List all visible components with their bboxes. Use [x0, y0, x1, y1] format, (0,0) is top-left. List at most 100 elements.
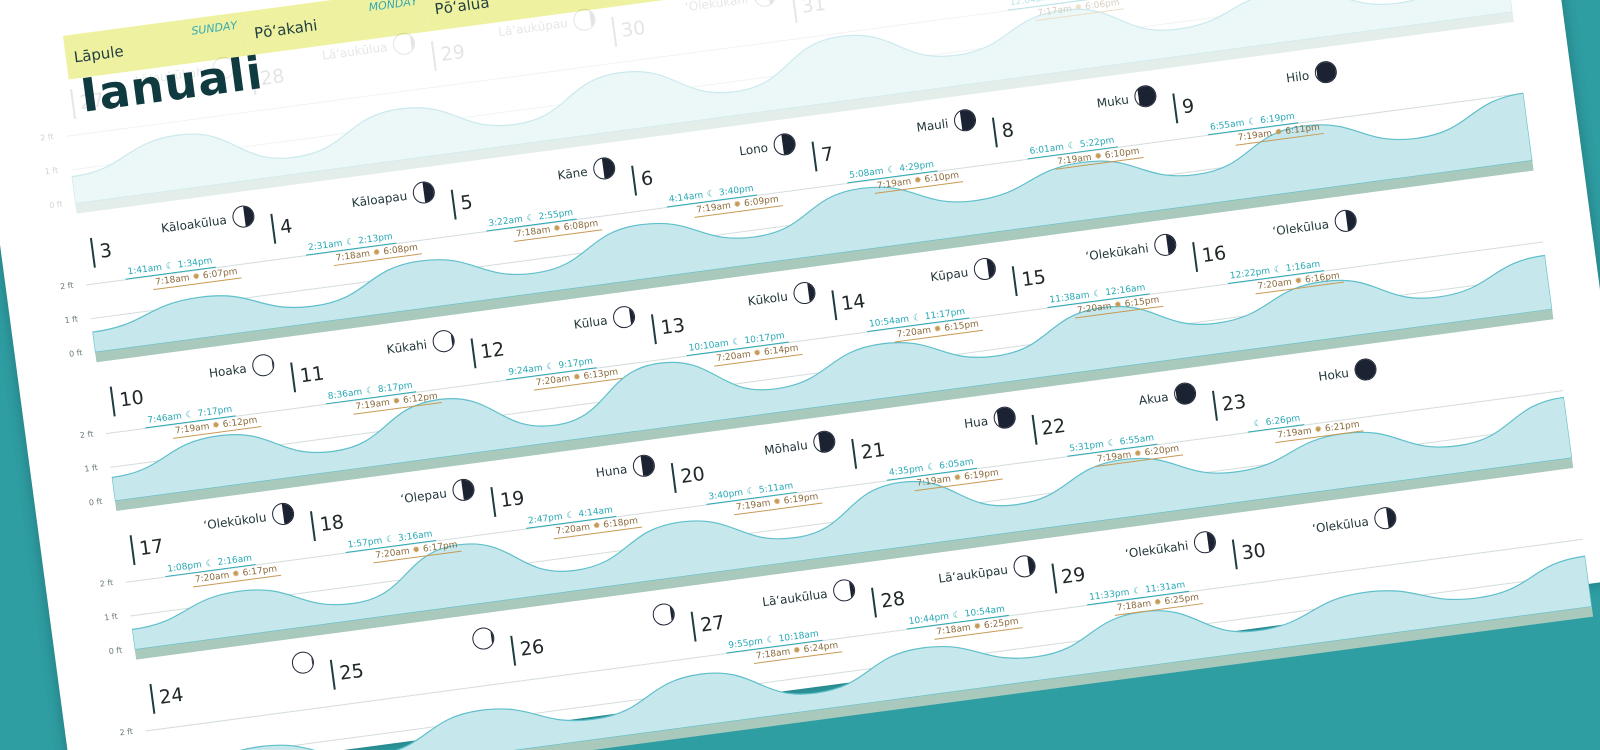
tide-time-second: 6:05am: [938, 457, 975, 472]
tide-chart: [66, 0, 1514, 214]
moon-phase-name: ʻOlekūkahi: [684, 0, 749, 15]
moon-phase-name: ʻOlekūkolu: [202, 510, 268, 533]
tide-time-first: [1249, 420, 1250, 430]
moon-phase-icon: [1333, 208, 1359, 234]
tide-chart: [125, 390, 1574, 660]
moon-phase-icon: [1012, 553, 1037, 579]
crescent-moon-icon: ☾: [912, 312, 922, 324]
moon-shadow: [409, 32, 416, 53]
tide-scale-label: 2 ft: [79, 429, 94, 441]
moon-shadow: [986, 257, 997, 279]
sunset-time: 6:19pm: [783, 492, 819, 507]
tide-time-second: 3:40pm: [718, 183, 755, 199]
weekday-hawaiian: Pōʻalua: [433, 0, 491, 19]
sun-icon: ✹: [372, 247, 382, 259]
moon-phase-name: Mōhalu: [763, 438, 809, 458]
sunset-time: 6:06pm: [1084, 0, 1121, 13]
crescent-moon-icon: ☾: [165, 261, 175, 273]
tide-time-first: 11:38am: [1048, 290, 1091, 306]
sunrise-time: 7:20am: [896, 325, 932, 341]
sunset-time: 6:10pm: [1104, 146, 1141, 162]
day-number: 14: [839, 290, 867, 316]
sun-icon: ✹: [953, 472, 963, 484]
tide-time-second: 5:22pm: [1079, 135, 1115, 151]
moon-phase-icon: [831, 578, 857, 603]
moon-phase-icon: [1152, 232, 1178, 258]
sunrise-time: 7:19am: [916, 474, 952, 489]
tide-time-second: 11:31am: [1144, 580, 1186, 596]
weekday-hawaiian: Lāpule: [72, 42, 125, 67]
tide-time-second: 6:55am: [1119, 433, 1155, 448]
tide-scale-label: 1 ft: [83, 463, 99, 474]
tide-time-second: 10:54am: [964, 604, 1006, 620]
sun-icon: ✹: [772, 497, 782, 508]
moon-phase-icon: [631, 453, 657, 479]
sunrise-time: 7:19am: [174, 421, 211, 437]
moon-shadow: [310, 651, 315, 672]
moon-shadow: [450, 329, 455, 351]
moon-phase-name: Lono: [738, 140, 769, 159]
tide-baseline-band: [154, 606, 1594, 750]
tide-time-first: 7:46am: [146, 411, 183, 426]
tide-wave: [151, 555, 1593, 750]
moon-phase-icon: [811, 429, 837, 455]
moon-phase-icon: [391, 31, 417, 57]
sunset-time: 6:25pm: [1163, 592, 1200, 608]
crescent-moon-icon: ☾: [565, 510, 576, 522]
tide-time-second: 10:17pm: [743, 331, 786, 347]
sun-icon: ✹: [392, 396, 401, 408]
sunrise-time: 7:18am: [154, 273, 191, 288]
day-number: 5: [459, 191, 475, 215]
moon-phase-name: Hoaka: [208, 361, 248, 381]
moon-phase-icon: [611, 304, 637, 330]
moon-phase-icon: [451, 477, 476, 503]
crescent-moon-icon: ☾: [545, 361, 556, 373]
moon-phase-icon: [1353, 357, 1378, 382]
moon-shadow: [959, 109, 977, 131]
moon-phase-icon: [411, 180, 437, 205]
day-number: 6: [639, 167, 655, 191]
day-number: 27: [78, 89, 106, 115]
sun-icon: ✹: [933, 324, 943, 336]
moon-phase-icon: [250, 352, 276, 378]
sun-icon: ✹: [1314, 424, 1323, 436]
sunset-time: 6:09pm: [743, 194, 780, 210]
tide-baseline-band: [75, 11, 1514, 214]
sun-icon: ✹: [792, 645, 802, 657]
moon-phase-icon: [952, 107, 978, 133]
sunset-time: 6:20pm: [1144, 443, 1180, 459]
moon-shadow: [1206, 531, 1217, 552]
sunset-time: 6:11pm: [1284, 122, 1321, 137]
crescent-moon-icon: ☾: [185, 409, 195, 421]
tide-gridline: [105, 241, 1544, 435]
moon-shadow: [422, 181, 436, 203]
sun-icon: ✹: [1274, 127, 1284, 139]
moon-shadow: [601, 157, 616, 179]
day-number: 27: [699, 611, 726, 637]
sunrise-time: 7:19am: [1276, 426, 1313, 441]
tide-time-first: 10:10am: [688, 338, 730, 354]
moon-shadow: [461, 478, 475, 500]
tide-time-first: 5:31pm: [1068, 439, 1105, 455]
day-number: 3: [98, 239, 114, 263]
day-number: 28: [258, 65, 286, 91]
tide-chart: [145, 538, 1594, 750]
weekday-english: SUNDAY: [190, 18, 238, 38]
day-cell[interactable]: 24: [149, 650, 341, 750]
tide-wave: [111, 254, 1553, 502]
day-number: 10: [118, 386, 146, 412]
week-row: 2 ft 1 ft 0 ft 10 Hoaka 7:46am ☾ 7:17pm 7:19am ✹ 6…: [79, 192, 1555, 523]
moon-shadow: [1315, 60, 1338, 84]
day-number: 7: [819, 143, 835, 167]
sunrise-time: 7:20am: [715, 349, 752, 365]
day-number: 25: [338, 659, 366, 685]
week-row: 2 ft1 ft0 ft24252627Lāʻaukūlua9:55pm☾10:…: [119, 490, 1595, 750]
crescent-moon-icon: ☾: [526, 213, 536, 225]
sun-icon: ✹: [1074, 2, 1083, 14]
moon-shadow: [996, 406, 1016, 429]
tide-scale-label: 1 ft: [44, 165, 59, 177]
moon-phase-name: Kūkolu: [746, 289, 789, 309]
tide-time-second: 2:55pm: [538, 207, 574, 223]
weekday-english: MONDAY: [367, 0, 419, 15]
